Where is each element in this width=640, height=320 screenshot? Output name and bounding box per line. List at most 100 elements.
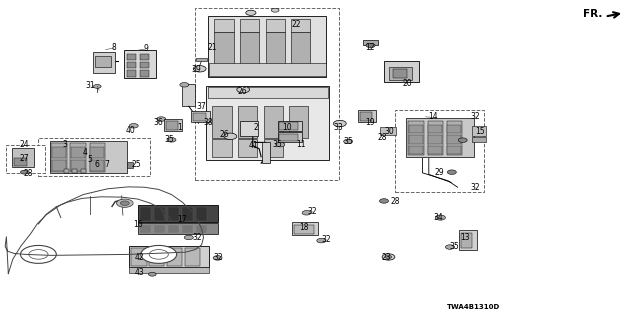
Text: 14: 14 [428,112,438,121]
Bar [289,106,308,138]
Bar [149,248,164,266]
Circle shape [148,272,156,276]
Text: 41: 41 [248,141,259,150]
Bar [168,225,179,233]
Bar [279,122,298,130]
Bar [140,54,149,60]
Bar [154,225,165,233]
Text: 3: 3 [63,140,68,149]
Text: 5: 5 [87,155,92,164]
Circle shape [29,250,48,259]
Bar [51,143,67,172]
Bar [182,225,193,233]
Bar [140,70,149,77]
Bar [406,118,474,157]
Circle shape [380,199,388,203]
Bar [185,248,200,266]
Bar [167,248,182,266]
Bar [90,143,105,172]
Circle shape [447,170,456,174]
Text: 43: 43 [134,268,145,277]
Text: 9: 9 [143,44,148,52]
Text: 30: 30 [384,127,394,136]
Circle shape [193,66,206,72]
Bar [459,230,477,250]
Bar [447,135,461,144]
Bar [393,69,407,78]
Circle shape [445,245,454,249]
Text: 32: 32 [470,112,480,121]
Bar [264,106,283,138]
Circle shape [213,256,222,260]
Bar [193,113,206,121]
Text: 25: 25 [131,160,141,169]
Circle shape [167,138,176,142]
Text: 16: 16 [132,220,143,229]
Bar [38,138,150,176]
Text: 42: 42 [134,253,145,262]
Bar [428,121,443,155]
Circle shape [385,255,392,259]
Text: 28: 28 [390,197,399,206]
Bar [380,127,396,135]
Text: 39: 39 [191,65,201,74]
Bar [124,50,156,78]
Text: FR.: FR. [583,9,602,20]
Text: 28: 28 [378,133,387,142]
Circle shape [224,133,237,140]
Text: 13: 13 [460,233,470,242]
Text: 28: 28 [24,169,33,178]
Bar [472,126,486,136]
Circle shape [184,235,193,240]
Bar [363,40,378,45]
Bar [238,139,257,157]
Bar [384,61,419,82]
Text: 4: 4 [83,148,88,156]
Bar [208,16,326,77]
Bar [278,121,302,131]
Bar [240,19,259,32]
Circle shape [141,245,177,263]
Bar [214,32,234,64]
Bar [212,106,232,138]
Text: 27: 27 [19,154,29,163]
Circle shape [20,245,56,263]
Text: 15: 15 [475,127,485,136]
Bar [358,110,376,122]
Bar [208,87,328,98]
Text: 26: 26 [237,87,247,96]
Circle shape [93,84,101,88]
Bar [127,162,133,168]
Text: 38: 38 [203,118,213,127]
Circle shape [344,139,353,144]
Bar [127,54,136,60]
Bar [461,233,472,248]
Bar [52,160,66,171]
Circle shape [116,199,133,207]
Bar [168,207,179,221]
Circle shape [129,124,138,128]
Circle shape [435,215,445,220]
Bar [72,169,77,173]
Bar [196,207,207,221]
Text: 32: 32 [321,236,331,244]
Bar [70,143,86,172]
Bar [447,125,461,133]
Text: 37: 37 [196,102,207,111]
Bar [71,160,85,171]
Text: 32: 32 [307,207,317,216]
Text: 10: 10 [282,123,292,132]
Bar [409,125,423,133]
Bar [409,135,423,144]
Bar [266,32,285,64]
Bar [428,125,442,133]
Circle shape [276,142,285,147]
Bar [196,58,207,61]
Circle shape [20,170,28,174]
Text: 1: 1 [177,123,182,132]
Bar [90,147,104,158]
Text: 17: 17 [177,215,188,224]
Text: 18: 18 [300,223,308,232]
Bar [206,86,329,160]
Circle shape [246,10,256,15]
